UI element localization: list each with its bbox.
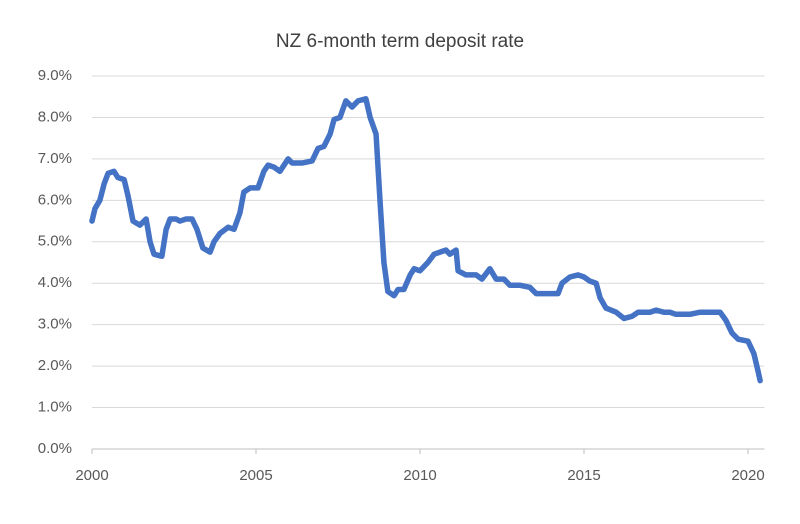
y-tick-label: 8.0%	[38, 108, 72, 125]
y-tick-label: 5.0%	[38, 233, 72, 250]
y-tick-label: 1.0%	[38, 399, 72, 416]
x-tick-label: 2010	[403, 467, 436, 484]
data-line	[89, 96, 763, 384]
y-tick-label: 3.0%	[38, 316, 72, 333]
y-tick-label: 0.0%	[38, 440, 72, 457]
x-tick-label: 2020	[731, 467, 764, 484]
y-tick-label: 6.0%	[38, 191, 72, 208]
x-tick-label: 2015	[567, 467, 600, 484]
y-tick-label: 9.0%	[38, 67, 72, 84]
y-tick-label: 2.0%	[38, 357, 72, 374]
x-tick-label: 2005	[239, 467, 272, 484]
y-tick-label: 7.0%	[38, 150, 72, 167]
x-tick-label: 2000	[75, 467, 108, 484]
chart-title: NZ 6-month term deposit rate	[276, 31, 524, 52]
y-tick-label: 4.0%	[38, 274, 72, 291]
